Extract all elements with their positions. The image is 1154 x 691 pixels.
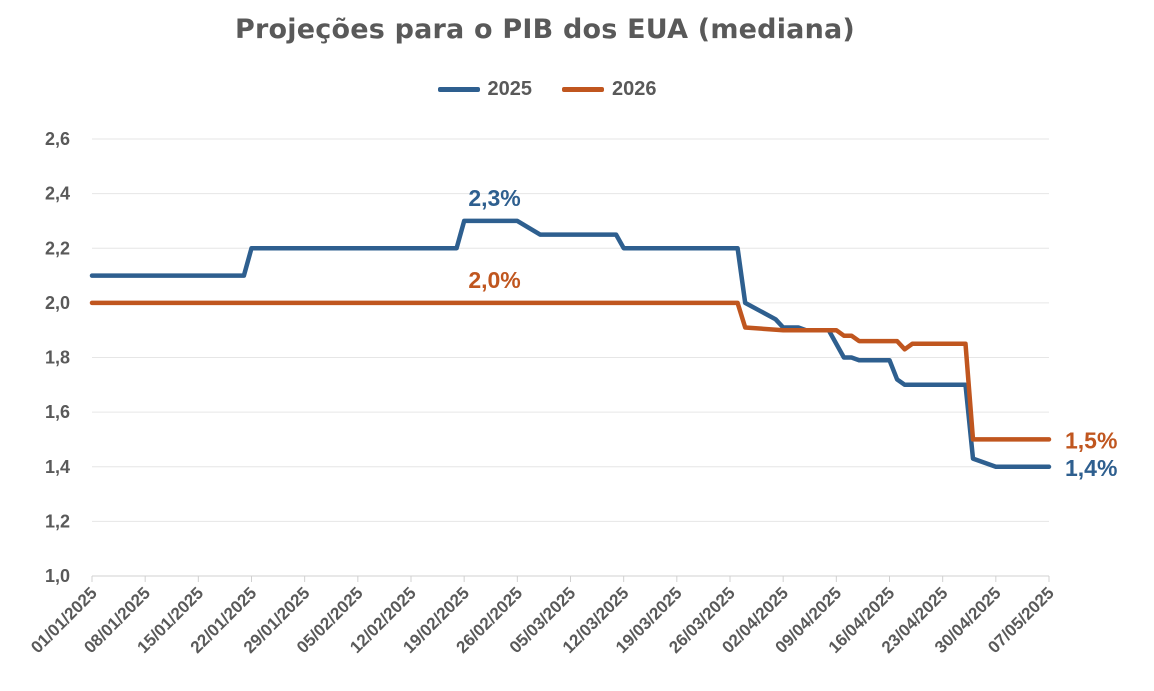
data-label-2025: 1,4% xyxy=(1065,455,1117,481)
y-tick-label: 1,4 xyxy=(45,457,70,477)
y-tick-label: 1,2 xyxy=(45,511,70,531)
y-tick-label: 1,0 xyxy=(45,566,70,586)
y-tick-label: 1,8 xyxy=(45,348,70,368)
y-tick-label: 2,0 xyxy=(45,293,70,313)
legend-swatch-2026 xyxy=(562,87,604,92)
data-label-2026: 2,0% xyxy=(468,267,520,293)
series-line-2026 xyxy=(89,300,1052,442)
legend: 2025 2026 xyxy=(0,78,1094,101)
legend-label-2026: 2026 xyxy=(612,78,657,100)
y-tick-label: 2,2 xyxy=(45,238,70,258)
data-label-2026: 1,5% xyxy=(1065,427,1117,453)
y-tick-label: 2,4 xyxy=(45,184,70,204)
y-tick-label: 1,6 xyxy=(45,402,70,422)
legend-label-2025: 2025 xyxy=(487,78,533,100)
legend-item-2026: 2026 xyxy=(562,78,657,101)
legend-swatch-2025 xyxy=(437,87,480,92)
y-tick-label: 2,6 xyxy=(45,129,70,149)
chart-title: Projeções para o PIB dos EUA (mediana) xyxy=(235,14,855,45)
data-label-2025: 2,3% xyxy=(468,185,520,211)
series-line-2025 xyxy=(89,218,1052,470)
legend-item-2025: 2025 xyxy=(437,78,533,101)
